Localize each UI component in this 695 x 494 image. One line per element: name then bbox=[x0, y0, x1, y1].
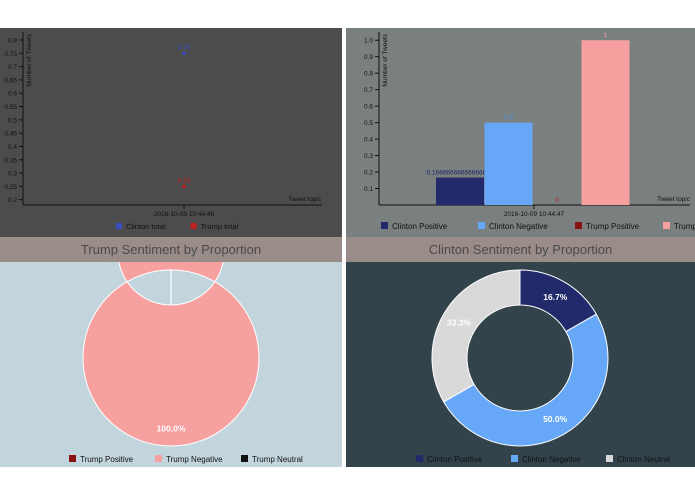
legend-swatch bbox=[511, 455, 518, 462]
y-tick-label: 0.6 bbox=[364, 104, 373, 111]
legend-swatch bbox=[155, 455, 162, 462]
clinton-chart-title: Clinton Sentiment by Proportion bbox=[346, 237, 695, 262]
scatter-point bbox=[182, 51, 186, 56]
y-tick-label: 1.0 bbox=[364, 38, 373, 45]
bar bbox=[484, 122, 533, 205]
legend-swatch bbox=[606, 455, 613, 462]
y-tick-label: 0.65 bbox=[4, 77, 17, 84]
y-tick-label: 0.25 bbox=[4, 184, 17, 191]
y-tick-label: 0.1 bbox=[364, 186, 373, 193]
legend-label: Clinton Positive bbox=[392, 222, 448, 231]
y-tick-label: 0.5 bbox=[8, 117, 17, 124]
donut-slice bbox=[443, 313, 609, 447]
trump-chart-title: Trump Sentiment by Proportion bbox=[0, 237, 342, 262]
y-tick-label: 0.2 bbox=[8, 197, 17, 204]
legend-label: Clinton Negative bbox=[489, 222, 548, 231]
y-tick-label: 0.2 bbox=[364, 170, 373, 177]
donut-slice bbox=[431, 269, 521, 403]
legend-swatch bbox=[381, 222, 388, 229]
legend-label: Clinton Negative bbox=[522, 455, 581, 464]
legend-swatch bbox=[190, 223, 197, 229]
y-tick-label: 0.7 bbox=[364, 87, 373, 94]
x-tick-label: 2016-10-09 10:44:47 bbox=[504, 211, 565, 218]
point-label: 0.75 bbox=[178, 44, 191, 51]
y-axis-label: Number of Tweets bbox=[382, 33, 389, 86]
legend-label: Trump Positive bbox=[586, 222, 640, 231]
y-tick-label: 0.4 bbox=[364, 137, 373, 144]
legend-swatch bbox=[416, 455, 423, 462]
bar-value-label: 0 bbox=[555, 197, 559, 204]
legend-swatch bbox=[478, 222, 485, 229]
legend-label: Clinton total bbox=[126, 222, 166, 231]
point-label: 0.25 bbox=[178, 177, 191, 184]
trump-donut-panel: 100.0% Trump Positive Trump Negative Trump … bbox=[0, 262, 342, 467]
y-tick-label: 0.8 bbox=[364, 71, 373, 78]
bar-value-label: 0.5 bbox=[504, 115, 513, 122]
legend-label: Trump Neutral bbox=[252, 455, 303, 464]
legend-label: Trump total bbox=[201, 222, 239, 231]
donut-slice bbox=[82, 262, 260, 447]
y-tick-label: 0.3 bbox=[364, 153, 373, 160]
slice-label: 16.7% bbox=[543, 292, 568, 302]
legend-label: Clinton Neutral bbox=[617, 455, 670, 464]
y-tick-label: 0.9 bbox=[364, 54, 373, 61]
legend-swatch bbox=[69, 455, 76, 462]
legend-swatch bbox=[116, 223, 122, 229]
y-tick-label: 0.45 bbox=[4, 131, 17, 138]
y-tick-label: 0.7 bbox=[8, 64, 17, 71]
y-tick-label: 0.75 bbox=[4, 51, 17, 58]
slice-label: 100.0% bbox=[157, 424, 186, 434]
legend-swatch bbox=[575, 222, 582, 229]
y-tick-label: 0.6 bbox=[8, 91, 17, 98]
slice-label: 50.0% bbox=[543, 414, 568, 424]
bar-value-label: 1 bbox=[604, 32, 608, 39]
clinton-donut-chart: 16.7% 50.0% 33.3% Clinton Positive Clinton N… bbox=[416, 269, 670, 464]
x-axis-label: Tweet topic bbox=[288, 196, 322, 203]
y-tick-label: 0.35 bbox=[4, 157, 17, 164]
y-axis-label: Number of Tweets bbox=[26, 33, 33, 86]
bar-value-label: 0.16666666666666666 bbox=[427, 170, 494, 177]
total-scatter-chart: 0.2 0.25 0.3 0.35 0.4 0.45 0.5 0.55 0.6 0.65 0.7 0.… bbox=[4, 32, 322, 231]
panel-divider bbox=[342, 28, 346, 467]
legend-label: Clinton Positive bbox=[427, 455, 483, 464]
y-tick-label: 0.8 bbox=[8, 37, 17, 44]
y-tick-label: 0.4 bbox=[8, 144, 17, 151]
y-tick-label: 0.5 bbox=[364, 120, 373, 127]
sentiment-bar-chart: 0.1 0.2 0.3 0.4 0.5 0.6 0.7 0.8 0.9 1.0 Number of … bbox=[364, 32, 695, 231]
sentiment-bar-panel: 0.1 0.2 0.3 0.4 0.5 0.6 0.7 0.8 0.9 1.0 Number of … bbox=[346, 28, 695, 237]
legend-label: Trump Positive bbox=[80, 455, 134, 464]
trump-donut-chart: 100.0% Trump Positive Trump Negative Trump … bbox=[69, 262, 303, 464]
clinton-trump-total-scatter-panel: 0.2 0.25 0.3 0.35 0.4 0.45 0.5 0.55 0.6 0.65 0.7 0.… bbox=[0, 28, 342, 237]
slice-label: 33.3% bbox=[447, 318, 472, 328]
legend-swatch bbox=[241, 455, 248, 462]
legend-label: Trump Negative bbox=[674, 222, 695, 231]
legend-swatch bbox=[663, 222, 670, 229]
clinton-donut-panel: 16.7% 50.0% 33.3% Clinton Positive Clinton N… bbox=[346, 262, 695, 467]
x-axis-label: Tweet topic bbox=[657, 196, 691, 203]
x-tick-label: 2016-10-09 10:44:46 bbox=[154, 211, 215, 218]
bar bbox=[436, 177, 484, 205]
legend-label: Trump Negative bbox=[166, 455, 223, 464]
y-tick-label: 0.3 bbox=[8, 171, 17, 178]
bar bbox=[581, 40, 630, 205]
y-tick-label: 0.55 bbox=[4, 104, 17, 111]
scatter-point bbox=[182, 184, 186, 189]
